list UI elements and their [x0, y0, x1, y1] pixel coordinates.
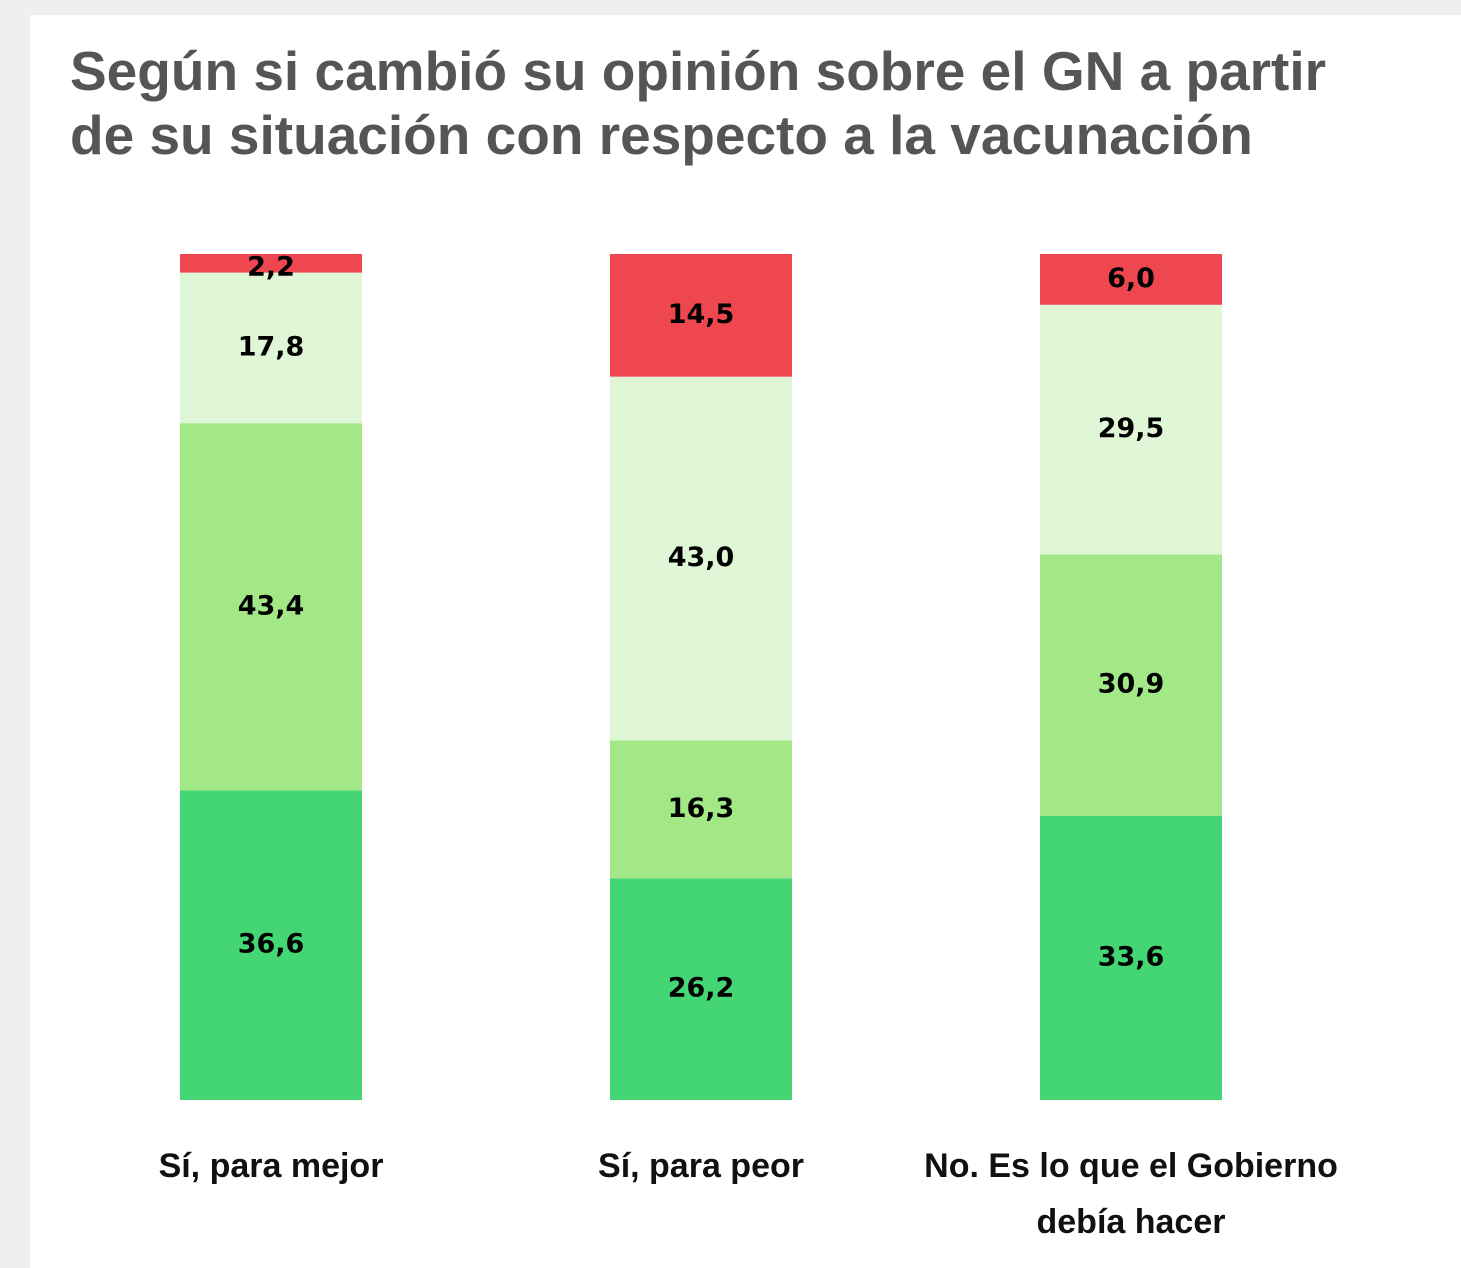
data-label: 30,9 — [1098, 669, 1165, 700]
x-tick-label: Sí, para mejor — [158, 1147, 384, 1185]
data-label: 36,6 — [238, 929, 305, 960]
bar-segment — [180, 272, 362, 424]
data-label: 16,3 — [668, 793, 735, 824]
data-label: 2,2 — [247, 252, 295, 283]
bar-segment — [1040, 815, 1222, 1100]
bar-segment — [180, 790, 362, 1100]
data-label: 33,6 — [1098, 941, 1165, 972]
bar-segment — [180, 423, 362, 791]
data-label: 43,4 — [238, 590, 305, 621]
bar-segment — [610, 740, 792, 879]
chart-title: de su situación con respecto a la vacuna… — [70, 104, 1253, 166]
data-label: 43,0 — [668, 542, 735, 573]
data-label: 26,2 — [668, 973, 735, 1004]
chart-title: Según si cambió su opinión sobre el GN a… — [70, 40, 1327, 102]
x-tick-label: No. Es lo que el Gobierno debía hacer — [924, 1147, 1338, 1241]
bar-segment — [610, 254, 792, 377]
bar-segment — [1040, 304, 1222, 555]
data-label: 17,8 — [238, 331, 305, 362]
data-label: 6,0 — [1107, 263, 1155, 294]
data-label: 29,5 — [1098, 413, 1165, 444]
bar-segment — [1040, 554, 1222, 816]
bar-segment — [610, 878, 792, 1100]
x-tick-label: Sí, para peor — [598, 1147, 804, 1185]
bar-segment — [180, 254, 362, 273]
bar-segment — [1040, 254, 1222, 305]
data-label: 14,5 — [668, 299, 735, 330]
bar-segment — [610, 376, 792, 741]
